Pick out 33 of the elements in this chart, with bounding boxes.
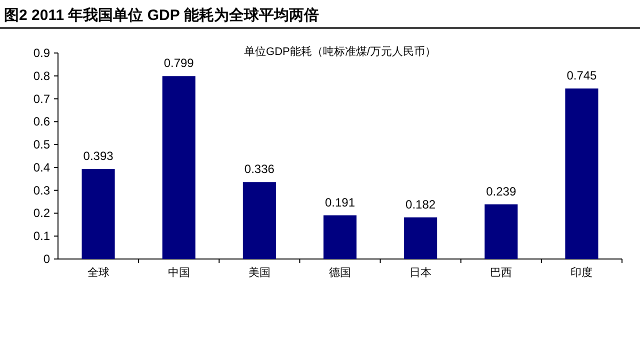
x-tick-label: 美国 bbox=[248, 266, 270, 279]
data-label: 0.393 bbox=[83, 149, 114, 164]
y-tick-label: 0.4 bbox=[33, 160, 50, 174]
bar bbox=[565, 88, 598, 259]
y-tick-label: 0.7 bbox=[33, 92, 50, 106]
bar bbox=[484, 204, 518, 259]
x-tick-label: 全球 bbox=[87, 266, 110, 279]
y-tick-label: 0.2 bbox=[33, 206, 50, 220]
data-label: 0.191 bbox=[324, 195, 356, 210]
bar bbox=[162, 76, 196, 259]
y-tick-label: 0.9 bbox=[33, 46, 50, 60]
y-tick-label: 0.3 bbox=[33, 183, 50, 198]
y-tick-label: 0.6 bbox=[33, 114, 50, 129]
x-tick-label: 日本 bbox=[410, 266, 432, 279]
bar bbox=[404, 217, 438, 259]
x-tick-label: 印度 bbox=[570, 266, 593, 279]
y-tick-label: 0.1 bbox=[33, 229, 50, 244]
bar bbox=[242, 182, 276, 259]
y-tick-label: 0.5 bbox=[33, 138, 50, 152]
bar bbox=[323, 215, 357, 259]
data-label: 0.239 bbox=[486, 184, 516, 198]
data-label: 0.799 bbox=[164, 56, 194, 70]
y-tick-label: 0 bbox=[43, 252, 50, 266]
x-tick-label: 德国 bbox=[329, 267, 351, 279]
data-label: 0.745 bbox=[566, 68, 598, 82]
data-label: 0.182 bbox=[406, 197, 436, 212]
chart-subtitle: 单位GDP能耗（吨标准煤/万元人民币） bbox=[244, 45, 436, 58]
chart-title: 图2 2011 年我国单位 GDP 能耗为全球平均两倍 bbox=[4, 7, 319, 24]
data-label: 0.336 bbox=[244, 162, 275, 176]
y-tick-label: 0.8 bbox=[33, 68, 50, 83]
x-tick-label: 中国 bbox=[168, 266, 190, 279]
x-tick-label: 巴西 bbox=[490, 267, 512, 279]
bar bbox=[82, 169, 115, 259]
